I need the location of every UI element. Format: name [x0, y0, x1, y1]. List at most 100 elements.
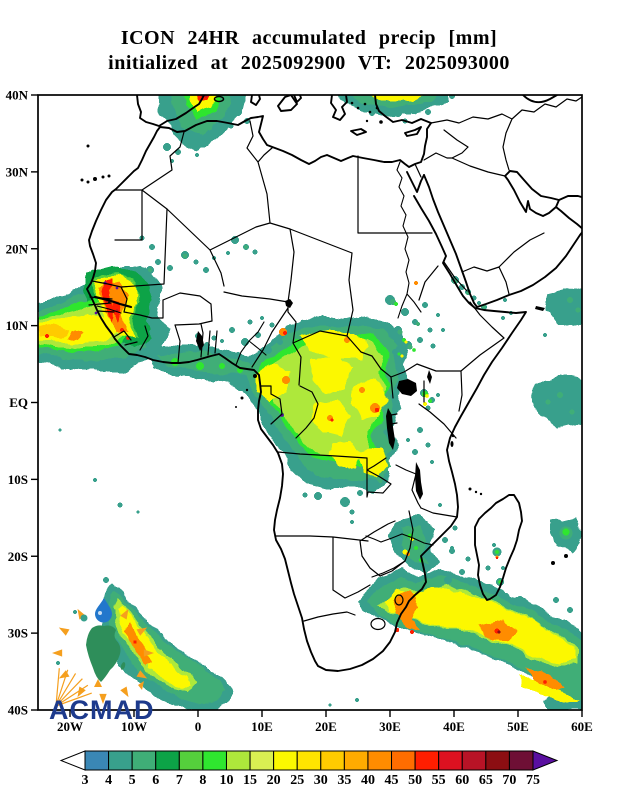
lon-tick-label: 20E [315, 719, 337, 734]
eurasia-coastline [136, 95, 582, 308]
lat-tick-label: 30S [8, 626, 28, 641]
lat-tick-label: 30N [6, 164, 29, 179]
lat-tick-label: 40S [8, 703, 28, 718]
lat-tick-label: 10N [6, 318, 29, 333]
lon-tick-label: 0 [195, 719, 202, 734]
lat-tick-label: 20N [6, 241, 29, 256]
lon-tick-label: 20W [57, 719, 83, 734]
colorbar-cell [249, 750, 275, 771]
colorbar-cell [367, 750, 393, 771]
logo-ray-triangle [136, 670, 148, 679]
colorbar-cell [225, 750, 251, 771]
logo-fan-ray [55, 678, 83, 707]
lakes [196, 299, 432, 500]
lon-tick-label: 40E [443, 719, 465, 734]
logo-teal-dot [80, 614, 88, 622]
colorbar-cell [155, 750, 180, 771]
logo-africa-silhouette [86, 625, 121, 682]
logo-madagascar [120, 662, 126, 670]
colorbar-label: 65 [479, 773, 493, 788]
logo-ray-triangle [77, 686, 86, 698]
longitude-axis: 20W 10W 0 10E 20E 30E 40E 50E 60E [57, 710, 593, 734]
colorbar-under-arrow [59, 750, 86, 771]
colorbar-cell [414, 750, 440, 771]
logo-triangle-ring [52, 602, 154, 704]
colorbar-over-arrow [532, 750, 559, 771]
logo-ray-fan [55, 668, 92, 707]
chart-title-line1: ICON 24HR accumulated precip [mm] [120, 27, 498, 49]
colorbar-label: 3 [82, 773, 89, 788]
logo-ray-triangle [58, 670, 70, 679]
colorbar-label: 15 [243, 773, 257, 788]
colorbar-label: 55 [432, 773, 446, 788]
logo-fan-ray [55, 668, 60, 707]
rivers [93, 161, 434, 578]
islands [80, 101, 568, 565]
logo-fan-ray [55, 673, 77, 707]
colorbar-cell [320, 750, 345, 771]
logo-m-accent-triangle [94, 679, 102, 687]
colorbar-cell [108, 750, 133, 771]
acmad-logo: ACMAD [49, 598, 155, 725]
colorbar-label: 10 [219, 773, 233, 788]
precipitation-layer [38, 95, 582, 710]
colorbar-cell [202, 750, 227, 771]
lon-tick-label: 10W [121, 719, 147, 734]
precipitation-colorbar: 3 4 5 6 7 8 10 15 20 25 30 35 40 45 50 55 60 65 70 75 [59, 750, 559, 788]
logo-ray-triangle [120, 686, 129, 698]
colorbar-cell [438, 750, 463, 771]
lon-tick-label: 10E [251, 719, 273, 734]
colorbar-label: 30 [314, 773, 328, 788]
colorbar-cell [508, 750, 534, 771]
lat-tick-label: 10S [8, 472, 28, 487]
lat-tick-label: 20S [8, 549, 28, 564]
colorbar-label: 75 [526, 773, 540, 788]
colorbar-label: 4 [105, 773, 112, 788]
chart-title-line2: initialized at 2025092900 VT: 2025093000 [108, 52, 510, 74]
logo-ray-triangle [58, 627, 70, 636]
geography-layer [80, 95, 582, 672]
country-borders [88, 96, 582, 631]
colorbar-label: 25 [290, 773, 304, 788]
colorbar-cell [273, 750, 298, 771]
logo-ray-triangle [99, 693, 107, 704]
chart-title: ICON 24HR accumulated precip [mm] initia… [0, 26, 618, 76]
colorbar-cell [461, 750, 487, 771]
colorbar-cell [178, 750, 204, 771]
logo-ray-triangle [120, 608, 129, 620]
lon-tick-label: 30E [379, 719, 401, 734]
lat-tick-label: EQ [9, 395, 28, 410]
colorbar-label: 50 [408, 773, 422, 788]
lon-tick-label: 60E [571, 719, 593, 734]
logo-ray-triangle [143, 649, 154, 657]
colorbar-label: 45 [385, 773, 399, 788]
colorbar-cell [343, 750, 369, 771]
colorbar-label: 40 [361, 773, 375, 788]
lon-tick-label: 50E [507, 719, 529, 734]
colorbar-cell [391, 750, 416, 771]
logo-ray-triangle [52, 649, 63, 657]
colorbar-cell [485, 750, 510, 771]
colorbar-label: 35 [337, 773, 351, 788]
colorbar-label: 6 [152, 773, 159, 788]
colorbar-label: 7 [176, 773, 183, 788]
logo-fan-ray [55, 692, 92, 707]
logo-text: ACMAD [49, 695, 155, 725]
africa-coastline [86, 95, 527, 672]
colorbar-cell [131, 750, 157, 771]
colorbar-label: 5 [129, 773, 136, 788]
drop-highlight [98, 611, 102, 615]
latitude-axis: 40N 30N 20N 10N EQ 10S 20S 30S 40S [6, 88, 38, 718]
colorbar-label: 8 [199, 773, 206, 788]
water-drop-icon [95, 598, 112, 623]
colorbar-cell [296, 750, 322, 771]
colorbar-label: 70 [502, 773, 516, 788]
colorbar-cell [84, 750, 110, 771]
lat-tick-label: 40N [6, 88, 29, 103]
colorbar-label: 20 [267, 773, 281, 788]
logo-apostrophe-accent [138, 681, 144, 690]
colorbar-label: 60 [455, 773, 469, 788]
logo-ray-triangle [136, 627, 148, 636]
